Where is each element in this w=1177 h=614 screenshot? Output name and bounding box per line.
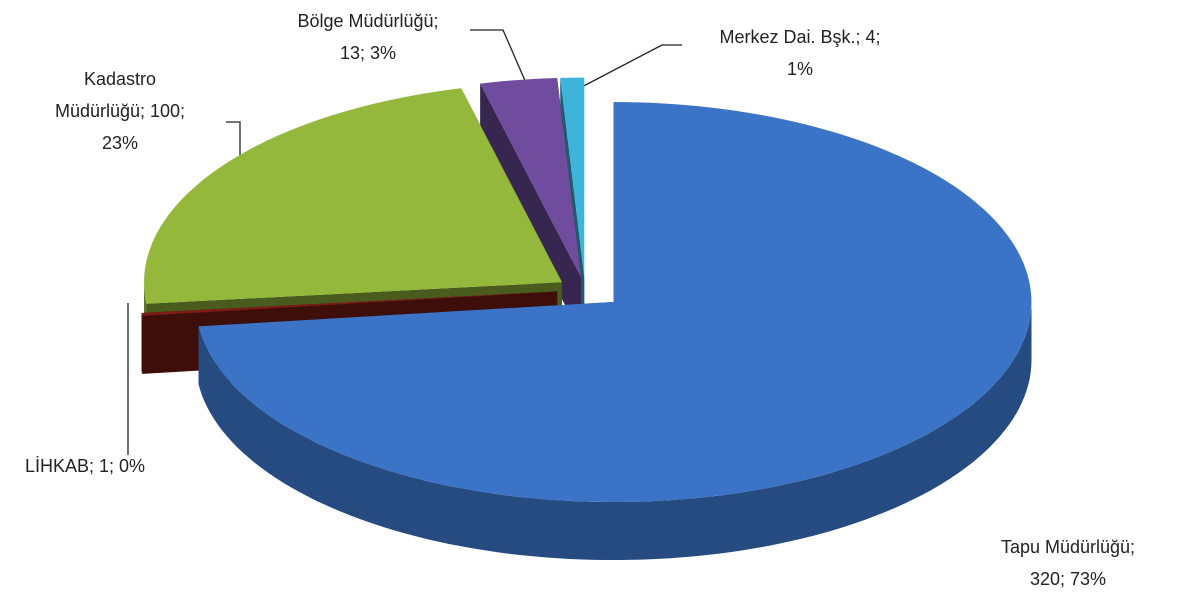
leader-line xyxy=(226,121,241,165)
slice xyxy=(198,102,1032,502)
data-label: 320; 73% xyxy=(1030,569,1106,589)
side-shade xyxy=(141,313,143,374)
slice xyxy=(560,77,585,278)
leader-line xyxy=(470,29,531,93)
slice-side xyxy=(141,313,143,374)
data-label: 1% xyxy=(787,59,813,79)
leader-line xyxy=(575,44,682,91)
data-label: 23% xyxy=(102,133,138,153)
slice-side xyxy=(198,302,1032,560)
data-label: Kadastro xyxy=(84,69,156,89)
slice xyxy=(144,88,562,304)
slice xyxy=(480,78,582,278)
pie xyxy=(141,77,1032,560)
data-label: Müdürlüğü; 100; xyxy=(55,101,185,121)
data-label: 13; 3% xyxy=(340,43,396,63)
data-label: Merkez Dai. Bşk.; 4; xyxy=(719,27,880,47)
side-shade xyxy=(198,302,1032,560)
data-label: Tapu Müdürlüğü; xyxy=(1001,537,1135,557)
data-label: Bölge Müdürlüğü; xyxy=(297,11,438,31)
data-label: LİHKAB; 1; 0% xyxy=(25,456,145,476)
slice xyxy=(141,291,558,316)
